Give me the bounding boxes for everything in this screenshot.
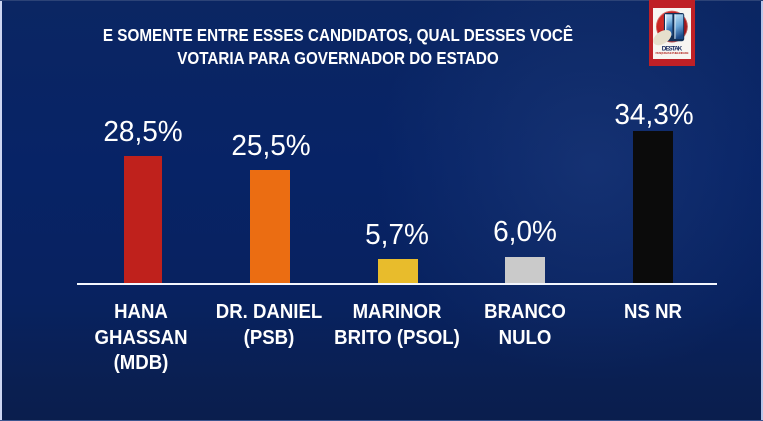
svg-text:DESTAK: DESTAK	[662, 45, 683, 52]
svg-text:PESQUISAS E PUBLICIDADE: PESQUISAS E PUBLICIDADE	[656, 51, 689, 55]
